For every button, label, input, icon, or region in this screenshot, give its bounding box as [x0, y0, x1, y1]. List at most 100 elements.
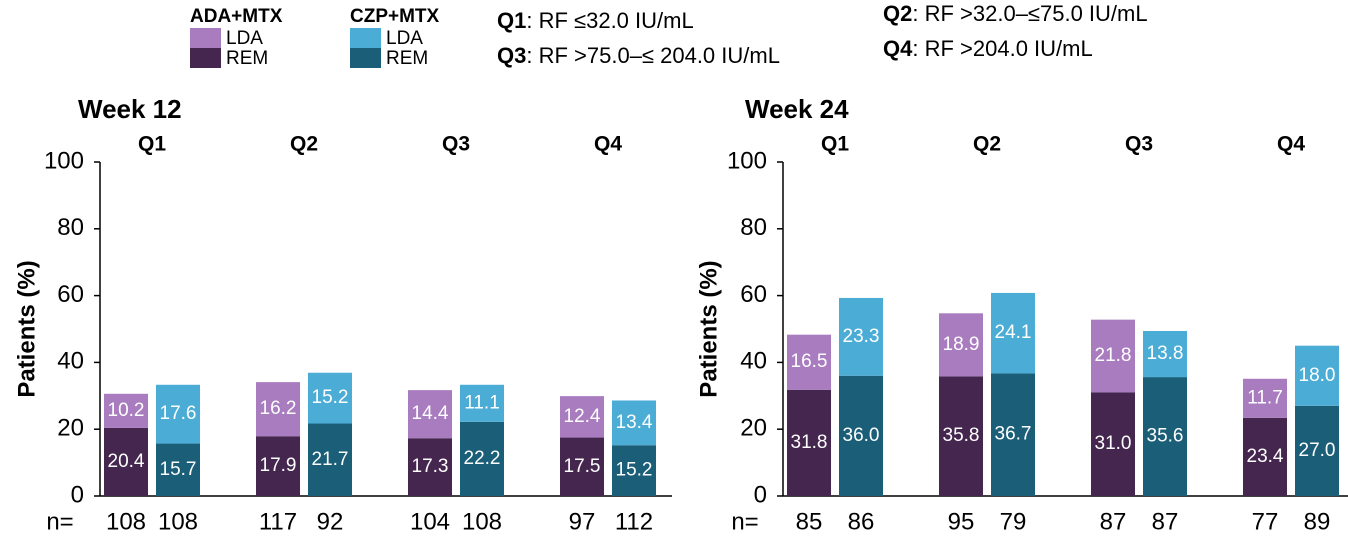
quartile-text: : RF >32.0–≤75.0 IU/mL [912, 1, 1147, 26]
value-label: 11.7 [1247, 387, 1283, 408]
n-value: 92 [317, 508, 344, 535]
y-axis-label: Patients (%) [695, 260, 722, 397]
n-value: 79 [1000, 508, 1027, 535]
value-label: 21.7 [312, 449, 349, 470]
legend-label: LDA [386, 28, 423, 49]
category-label: Q2 [290, 133, 318, 156]
value-label: 21.8 [1095, 345, 1132, 366]
y-tick-label: 80 [740, 214, 767, 241]
quartile-label: Q1 [497, 8, 526, 33]
bar-segment [104, 393, 148, 428]
bar-segment [560, 396, 604, 438]
bar-segment [939, 376, 983, 496]
quartile-text: : RF >75.0–≤ 204.0 IU/mL [526, 43, 780, 68]
value-label: 31.8 [791, 432, 828, 453]
value-label: 12.4 [564, 406, 601, 427]
category-label: Q1 [138, 133, 166, 156]
bar-segment [612, 400, 656, 446]
bar-segment [408, 390, 452, 439]
bar-segment [156, 384, 200, 444]
value-label: 20.4 [108, 451, 145, 472]
n-value: 77 [1252, 508, 1279, 535]
bar-segment [839, 297, 883, 376]
value-label: 16.5 [791, 351, 828, 372]
value-label: 27.0 [1299, 440, 1336, 461]
bar-segment [839, 375, 883, 496]
y-tick-label: 60 [57, 281, 84, 308]
legend-label: REM [226, 48, 268, 69]
bar-segment [991, 292, 1035, 374]
bar-segment [991, 373, 1035, 496]
n-value: 97 [569, 508, 596, 535]
legend-label: REM [386, 48, 428, 69]
bar-segment [1143, 331, 1187, 378]
n-value: 104 [410, 508, 450, 535]
legend-swatch [190, 48, 221, 68]
bar-segment [560, 437, 604, 496]
value-label: 17.9 [260, 455, 297, 476]
quartile-definition: Q2: RF >32.0–≤75.0 IU/mL [883, 1, 1148, 26]
value-label: 15.7 [160, 459, 197, 480]
quartile-definition: Q3: RF >75.0–≤ 204.0 IU/mL [497, 43, 780, 68]
value-label: 22.2 [464, 448, 501, 469]
legend-swatch [190, 28, 221, 48]
bar-segment [1243, 378, 1287, 418]
bar-segment [308, 423, 352, 496]
legend-group: ADA+MTX [190, 6, 283, 27]
bar-segment [408, 438, 452, 496]
y-tick-label: 0 [754, 481, 767, 508]
n-value: 86 [848, 508, 875, 535]
category-label: Q4 [1277, 133, 1305, 156]
bar-segment [256, 436, 300, 496]
y-axis-label: Patients (%) [13, 260, 40, 397]
value-label: 36.7 [995, 424, 1032, 445]
bar-segment [612, 445, 656, 496]
quartile-text: : RF >204.0 IU/mL [912, 36, 1092, 61]
value-label: 16.2 [260, 398, 297, 419]
bar-segment [308, 372, 352, 424]
n-value: 108 [158, 508, 198, 535]
y-tick-label: 0 [71, 481, 84, 508]
value-label: 24.1 [995, 322, 1032, 343]
value-label: 18.9 [943, 334, 980, 355]
value-label: 11.1 [464, 392, 500, 413]
value-label: 14.4 [412, 403, 449, 424]
category-label: Q3 [1125, 133, 1153, 156]
bar-segment [460, 384, 504, 422]
value-label: 10.2 [108, 400, 145, 421]
value-label: 17.6 [160, 403, 197, 424]
value-label: 31.0 [1095, 433, 1132, 454]
quartile-label: Q4 [883, 36, 913, 61]
bar-segment [1295, 345, 1339, 406]
value-label: 23.3 [843, 326, 880, 347]
n-value: 108 [462, 508, 502, 535]
value-label: 15.2 [616, 460, 653, 481]
bar-segment [256, 382, 300, 437]
category-label: Q2 [973, 133, 1001, 156]
legend-swatch [350, 48, 381, 68]
bar-segment [787, 389, 831, 496]
quartile-label: Q3 [497, 43, 526, 68]
bar-segment [1243, 417, 1287, 496]
n-value: 117 [259, 508, 297, 535]
y-tick-label: 40 [740, 348, 767, 375]
n-value: 112 [615, 508, 653, 535]
legend-group: CZP+MTX [350, 6, 440, 27]
legend-swatch [350, 28, 381, 48]
category-label: Q4 [594, 133, 622, 156]
category-label: Q3 [442, 133, 470, 156]
value-label: 13.4 [616, 412, 653, 433]
bar-segment [1091, 319, 1135, 393]
n-value: 95 [948, 508, 975, 535]
bar-segment [1143, 377, 1187, 496]
bar-segment [156, 443, 200, 496]
chart-title: Week 24 [745, 94, 849, 124]
y-tick-label: 80 [57, 214, 84, 241]
bar-segment [460, 421, 504, 496]
bar-segment [1295, 405, 1339, 496]
quartile-definition: Q4: RF >204.0 IU/mL [883, 36, 1093, 61]
n-label: n= [731, 508, 758, 535]
quartile-text: : RF ≤32.0 IU/mL [526, 8, 693, 33]
y-tick-label: 40 [57, 348, 84, 375]
